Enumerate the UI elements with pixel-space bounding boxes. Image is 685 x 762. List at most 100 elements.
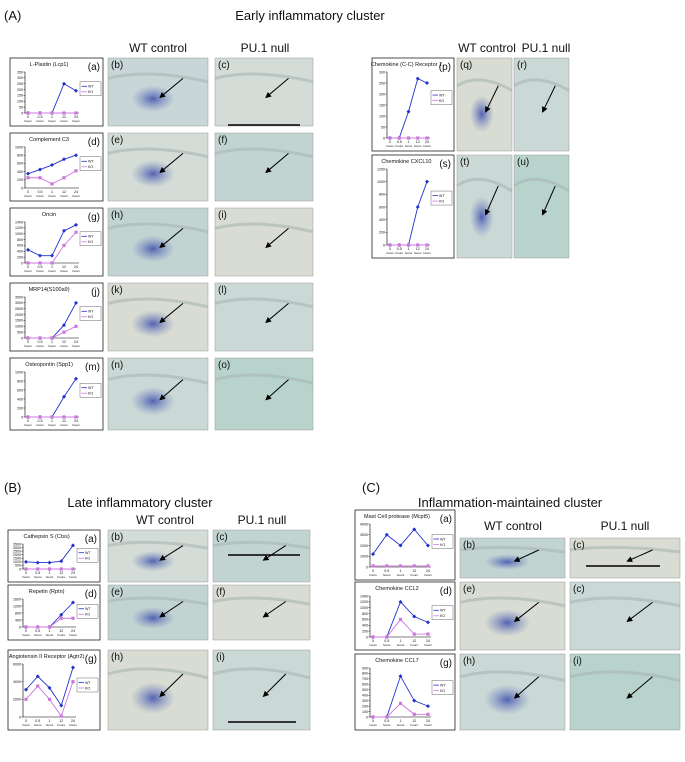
- tissue-texture: [107, 596, 209, 606]
- y-tick-label: 1000: [15, 370, 23, 374]
- x-unit-label: hours: [46, 575, 54, 579]
- x-unit-label: hours: [423, 144, 431, 148]
- marker: [412, 712, 416, 716]
- y-tick-label: 150: [379, 103, 385, 107]
- chart-letter: (m): [85, 362, 100, 373]
- chart-frame: [371, 154, 455, 259]
- y-tick-label: 400: [15, 618, 21, 622]
- legend-label: WT: [88, 386, 94, 390]
- x-unit-label: hours: [46, 633, 54, 637]
- x-unit-label: hours: [60, 269, 68, 273]
- marker: [371, 552, 375, 557]
- x-tick-label: 1: [400, 719, 402, 723]
- micrograph: [214, 132, 314, 202]
- tissue-texture: [456, 78, 513, 92]
- x-unit-label: hours: [48, 423, 56, 427]
- legend-label: KO: [440, 614, 445, 618]
- chart-title: Angiotensin II Receptor (Agtr2): [9, 654, 85, 660]
- tissue-texture: [107, 667, 209, 680]
- x-unit-label: hours: [24, 423, 32, 427]
- x-unit-label: hours: [383, 723, 391, 727]
- tissue-texture: [456, 177, 513, 193]
- y-tick-label: 2000: [13, 698, 21, 702]
- marker: [398, 564, 403, 568]
- arrow: [265, 78, 289, 99]
- arrow: [262, 673, 287, 698]
- legend-label: KO: [88, 240, 93, 244]
- x-tick-label: 12: [62, 190, 66, 194]
- micrograph: [214, 57, 314, 127]
- marker: [371, 715, 375, 719]
- x-tick-label: 0.5: [397, 247, 402, 251]
- x-tick-label: 24: [71, 629, 75, 633]
- x-unit-label: hours: [60, 119, 68, 123]
- marker: [38, 261, 42, 265]
- x-unit-label: hours: [424, 573, 432, 577]
- y-tick-label: 800: [379, 193, 385, 197]
- micrograph: [569, 537, 681, 579]
- y-tick-label: 250: [17, 82, 23, 86]
- section-label: (C): [362, 480, 380, 495]
- tissue-texture: [569, 670, 681, 683]
- y-tick-label: 0: [21, 415, 23, 419]
- x-tick-label: 1: [408, 140, 410, 144]
- x-tick-label: 1: [49, 719, 51, 723]
- arrow: [541, 185, 556, 216]
- panel-letter: (h): [111, 652, 123, 663]
- x-unit-label: hours: [369, 723, 377, 727]
- x-unit-label: hours: [414, 251, 422, 255]
- marker: [385, 564, 389, 568]
- arrow: [265, 228, 289, 249]
- marker: [26, 111, 30, 115]
- marker: [38, 336, 42, 340]
- x-tick-label: 0.5: [38, 190, 43, 194]
- x-unit-label: hours: [383, 643, 391, 647]
- panel-letter: (b): [463, 540, 475, 551]
- arrow: [542, 85, 556, 113]
- x-tick-label: 0.5: [35, 719, 40, 723]
- y-tick-label: 1000: [15, 325, 23, 329]
- x-tick-label: 12: [59, 719, 63, 723]
- x-tick-label: 0.5: [35, 629, 40, 633]
- x-tick-label: 12: [62, 265, 66, 269]
- legend: [79, 156, 102, 172]
- tissue-texture: [212, 667, 311, 680]
- y-tick-label: 1000: [360, 555, 368, 559]
- x-tick-label: 12: [412, 719, 416, 723]
- y-tick-label: 500: [17, 330, 23, 334]
- legend-label: KO: [439, 99, 444, 103]
- y-tick-label: 0: [366, 715, 368, 719]
- legend: [430, 90, 453, 105]
- tissue-texture: [214, 297, 314, 309]
- y-tick-label: 150: [17, 94, 23, 98]
- panel-letter: (h): [111, 210, 123, 221]
- arrow: [626, 602, 653, 623]
- marker: [426, 564, 430, 568]
- marker: [35, 674, 40, 679]
- stain: [484, 684, 531, 715]
- y-tick-label: 400: [362, 694, 368, 698]
- x-tick-label: 24: [426, 719, 430, 723]
- chart-title: Osteopontin (Spp1): [25, 362, 73, 368]
- y-tick-label: 200: [379, 92, 385, 96]
- marker: [35, 560, 40, 565]
- marker: [62, 394, 66, 399]
- marker: [62, 157, 66, 162]
- x-unit-label: hours: [48, 194, 56, 198]
- x-unit-label: hours: [423, 251, 431, 255]
- x-unit-label: hours: [34, 723, 42, 727]
- panel-letter: (e): [111, 135, 123, 146]
- y-tick-label: 500: [362, 688, 368, 692]
- tissue-texture: [214, 373, 314, 385]
- x-unit-label: hours: [57, 633, 65, 637]
- marker: [398, 617, 403, 622]
- x-tick-label: 0: [27, 115, 29, 119]
- chart-letter: (g): [85, 654, 97, 665]
- marker: [36, 567, 40, 571]
- legend-label: KO: [85, 686, 90, 690]
- x-unit-label: hours: [410, 723, 418, 727]
- panel-letter: (n): [111, 360, 123, 371]
- marker: [36, 684, 40, 688]
- marker: [59, 714, 63, 718]
- arrow: [626, 676, 653, 699]
